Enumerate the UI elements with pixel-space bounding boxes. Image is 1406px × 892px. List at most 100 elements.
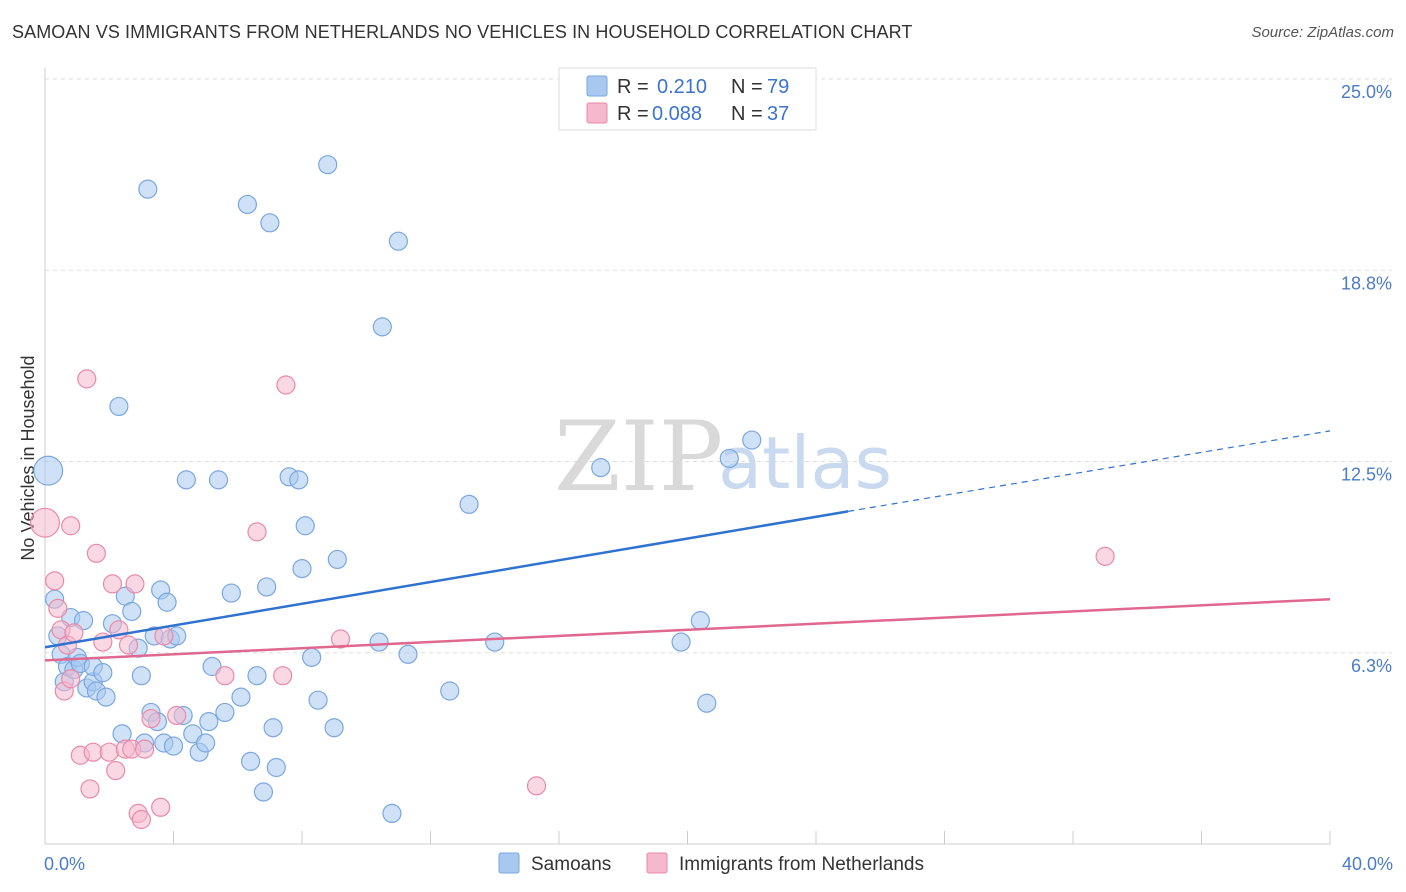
bottom-legend-swatch-samoans — [498, 852, 520, 874]
samoans-point — [260, 213, 280, 233]
legend-n-value: 79 — [767, 76, 789, 98]
samoans-point — [382, 803, 402, 824]
samoans-point — [308, 690, 328, 710]
legend-swatch-netherlands — [586, 102, 608, 124]
samoans-point — [459, 494, 479, 514]
netherlands-point — [131, 809, 151, 830]
samoans-point — [199, 711, 219, 732]
netherlands-point — [276, 375, 296, 395]
legend-r-value: 0.210 — [657, 76, 707, 98]
netherlands-point — [83, 742, 103, 762]
samoans-point — [388, 231, 408, 251]
netherlands-point — [134, 739, 155, 759]
y-tick-label: 6.3% — [1351, 656, 1392, 676]
netherlands-point — [151, 797, 171, 817]
samoans-point — [398, 644, 418, 664]
samoans-point — [109, 396, 129, 417]
netherlands-point — [247, 522, 267, 542]
legend-swatch-samoans — [586, 75, 608, 97]
netherlands-point — [48, 598, 68, 618]
samoans-point — [742, 430, 762, 450]
netherlands-point — [80, 779, 100, 799]
bottom-legend-label-samoans: Samoans — [531, 854, 611, 875]
samoans-point — [591, 458, 611, 478]
samoans-point — [208, 470, 229, 490]
samoans-point — [176, 470, 196, 490]
samoans-point — [697, 693, 717, 713]
samoans-point — [440, 681, 460, 701]
samoans-point — [93, 663, 113, 683]
samoans-point — [122, 601, 142, 622]
samoans-point — [253, 782, 274, 802]
netherlands-point — [125, 574, 145, 594]
netherlands-trend-line — [44, 597, 1331, 662]
watermark-zip: ZIP — [554, 401, 723, 513]
samoans-point — [131, 666, 151, 686]
y-axis-label: No Vehicles in Household — [18, 355, 38, 560]
samoans-point — [671, 632, 691, 652]
samoans-point — [372, 317, 392, 337]
netherlands-point — [167, 705, 187, 726]
netherlands-point — [106, 760, 126, 781]
watermark: ZIP atlas — [554, 401, 892, 513]
x-tick-label: 0.0% — [44, 854, 85, 874]
trend-lines — [44, 430, 1331, 662]
samoans-trend-line — [44, 510, 849, 649]
samoans-point — [231, 687, 251, 707]
samoans-point — [237, 194, 257, 215]
samoans-point — [215, 702, 235, 723]
samoans-point — [247, 666, 267, 686]
samoans-point — [485, 632, 505, 652]
netherlands-point — [99, 742, 119, 762]
samoans-point — [266, 757, 286, 778]
netherlands-point — [118, 635, 139, 655]
netherlands-point — [1095, 546, 1115, 566]
samoans-point — [138, 179, 158, 199]
samoans-point — [719, 448, 739, 469]
x-tick-label: 40.0% — [1342, 854, 1393, 874]
netherlands-point — [64, 623, 84, 643]
y-tick-label: 12.5% — [1341, 465, 1392, 485]
y-tick-label: 18.8% — [1341, 273, 1392, 293]
series-netherlands — [30, 369, 1115, 830]
x-tick-labels: 0.0% 40.0% — [44, 854, 1393, 874]
legend-r-label: R = — [617, 76, 649, 98]
samoans-point — [292, 558, 312, 579]
legend-n-value: 37 — [767, 103, 789, 125]
samoans-trend-extension — [848, 430, 1331, 512]
netherlands-point — [86, 543, 107, 563]
legend-n-label: N = — [731, 76, 763, 98]
netherlands-point — [215, 666, 235, 686]
legend-r-value: 0.088 — [652, 103, 702, 125]
netherlands-point — [102, 574, 123, 594]
y-tick-labels: 6.3% 12.5% 18.8% 25.0% — [1341, 82, 1392, 676]
samoans-point — [96, 687, 116, 707]
bottom-legend-label-netherlands: Immigrants from Netherlands — [679, 854, 924, 875]
netherlands-point — [526, 776, 547, 796]
chart-source: Source: ZipAtlas.com — [1251, 24, 1394, 41]
samoans-point — [289, 470, 309, 490]
samoans-point — [196, 733, 216, 753]
chart-title: SAMOAN VS IMMIGRANTS FROM NETHERLANDS NO… — [12, 22, 913, 42]
netherlands-point — [141, 708, 161, 729]
series-points — [30, 155, 1115, 830]
samoans-point — [257, 577, 277, 597]
samoans-point — [163, 736, 184, 756]
watermark-atlas: atlas — [718, 421, 892, 505]
samoans-point — [302, 647, 322, 667]
y-tick-label: 25.0% — [1341, 82, 1392, 102]
samoans-point — [318, 155, 338, 175]
netherlands-point — [154, 626, 174, 646]
samoans-point — [263, 718, 283, 738]
legend: R = 0.210 N = 79 R = 0.088 N = 37 — [558, 67, 817, 131]
samoans-point — [690, 611, 710, 631]
samoans-point — [221, 583, 241, 603]
netherlands-point — [61, 669, 81, 689]
netherlands-point — [273, 666, 293, 686]
bottom-legend: Samoans Immigrants from Netherlands — [498, 852, 924, 875]
axes — [44, 68, 1331, 845]
samoans-point — [324, 718, 344, 738]
samoans-point — [157, 592, 177, 612]
netherlands-point — [61, 516, 81, 536]
